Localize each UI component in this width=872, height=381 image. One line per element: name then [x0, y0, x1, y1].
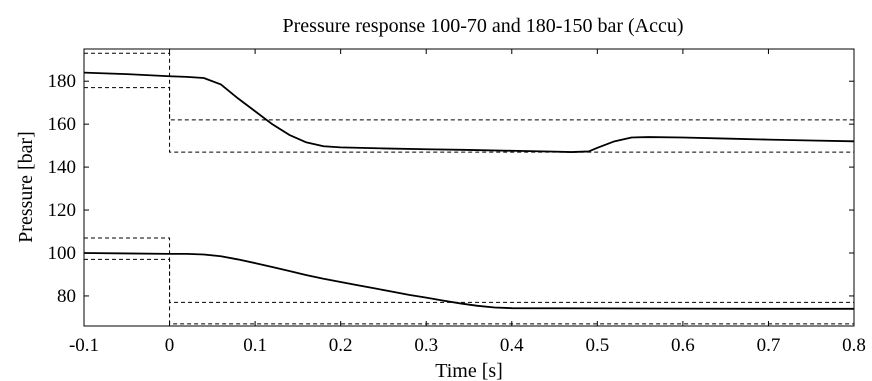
y-tick-label-3: 140 — [48, 157, 77, 178]
x-tick-label-4: 0.3 — [414, 335, 438, 356]
tick-layer: -0.1 0 0.1 0.2 0.3 0.4 0.5 0.6 0.7 0.8 80 100 120 140… — [48, 49, 866, 356]
y-tick-label-5: 180 — [48, 71, 77, 92]
chart-title: Pressure response 100-70 and 180-150 bar… — [283, 15, 684, 37]
y-tick-label-2: 120 — [48, 200, 77, 221]
y-axis-label: Pressure [bar] — [15, 131, 37, 243]
x-tick-label-2: 0.1 — [243, 335, 267, 356]
x-tick-label-0: -0.1 — [69, 335, 99, 356]
axes-box — [83, 48, 855, 327]
x-tick-label-8: 0.7 — [757, 335, 781, 356]
x-tick-label-7: 0.6 — [671, 335, 695, 356]
limit-line-5 — [84, 258, 854, 303]
x-tick-label-1: 0 — [165, 335, 175, 356]
x-tick-label-9: 0.8 — [842, 335, 866, 356]
pressure-trace-1 — [83, 252, 854, 310]
limit-line-3 — [84, 87, 854, 121]
pressure-trace-0 — [83, 71, 855, 153]
y-tick-label-0: 80 — [57, 286, 76, 307]
plot-area — [84, 49, 854, 326]
x-tick-label-3: 0.2 — [329, 335, 353, 356]
x-axis-label: Time [s] — [435, 360, 503, 381]
x-tick-label-6: 0.5 — [585, 335, 609, 356]
x-tick-label-5: 0.4 — [500, 335, 524, 356]
y-tick-label-1: 100 — [48, 243, 77, 264]
y-tick-label-4: 160 — [48, 114, 77, 135]
